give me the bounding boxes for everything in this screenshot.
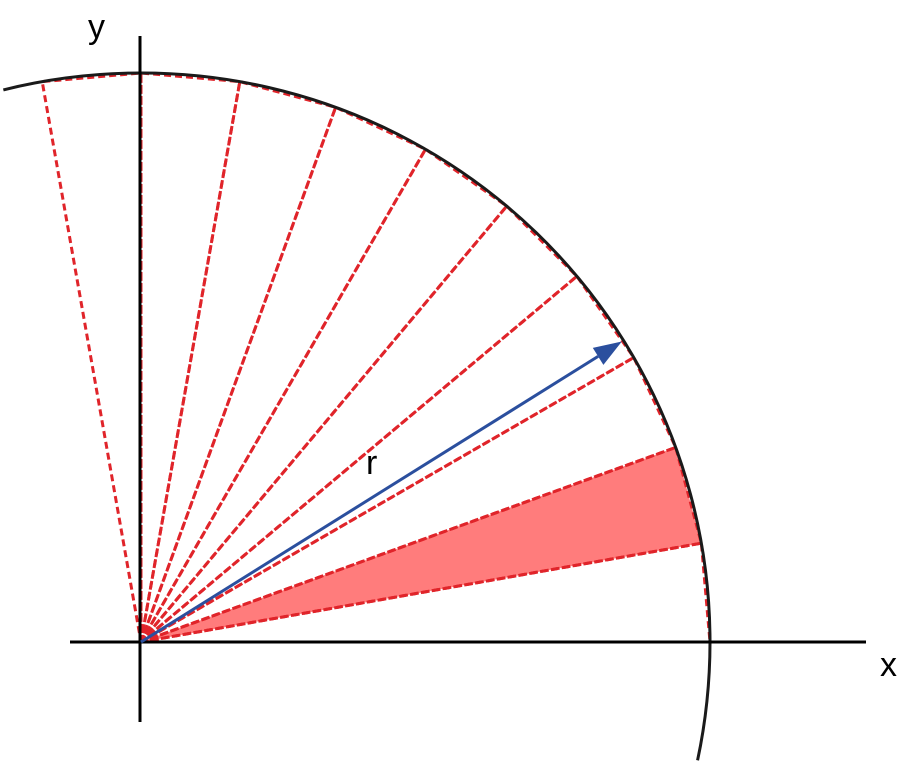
radius-arrow-shaft [140,355,599,644]
dashed-sector-5 [139,147,509,643]
dashed-sector-9 [40,71,143,643]
circle-arc [2,71,712,761]
dashed-sectors-layer [40,71,712,644]
radius-arrow-head [592,341,622,365]
dashed-sector-3 [140,274,636,644]
dashed-sector-7 [139,79,338,643]
dashed-sector-6 [139,105,428,643]
highlighted-sector [141,447,702,642]
dashed-sector-2 [140,355,678,644]
x-axis-label: x [880,646,897,684]
radius-arrow [140,341,622,644]
y-axis-label: y [88,8,105,46]
dashed-sector-1 [140,445,704,644]
dashed-sector-4 [139,203,580,644]
dashed-sector-0 [140,541,712,644]
radius-label: r [366,444,377,482]
highlighted-sector-layer [141,447,702,642]
